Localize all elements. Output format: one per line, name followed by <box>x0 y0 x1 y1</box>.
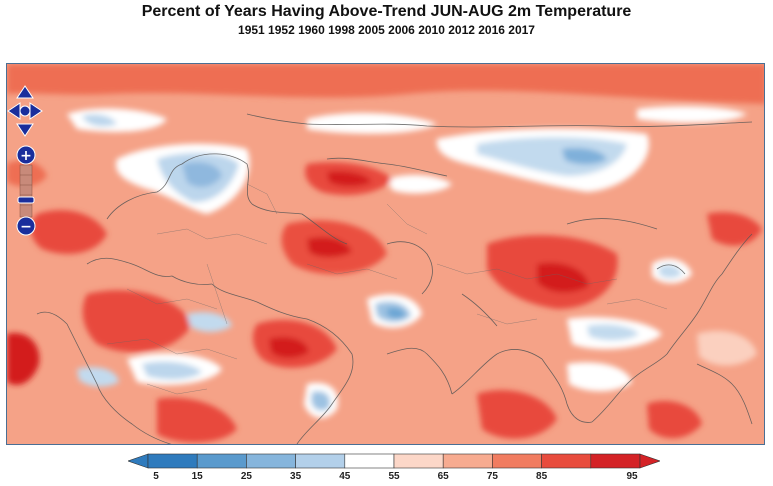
colorbar-segment <box>442 453 493 469</box>
colorbar-segment <box>196 453 247 469</box>
pan-control <box>7 85 43 137</box>
years-subtitle: 1951 1952 1960 1998 2005 2006 2010 2012 … <box>238 23 535 37</box>
colorbar-tick-label: 95 <box>626 471 638 482</box>
colorbar-tick-label: 85 <box>536 471 548 482</box>
colorbar-segment <box>393 453 444 469</box>
colorbar-tick-label: 55 <box>388 471 400 482</box>
zoom-out-label: − <box>20 219 32 235</box>
colorbar-segment <box>246 453 296 469</box>
pan-center-icon <box>19 105 31 117</box>
colorbar-tick-label: 35 <box>290 471 302 482</box>
map-canvas <box>7 64 764 444</box>
colorbar-tick-label: 25 <box>240 471 252 482</box>
pan-down-button[interactable] <box>16 123 34 137</box>
zoom-in-label: + <box>20 148 32 164</box>
zoom-in-button[interactable]: + <box>16 145 36 165</box>
colorbar-tick-label: 45 <box>339 471 351 482</box>
pan-left-button[interactable] <box>7 102 21 120</box>
pan-right-button[interactable] <box>29 102 43 120</box>
colorbar-segment <box>344 453 395 469</box>
temperature-map[interactable] <box>6 63 765 445</box>
coastlines <box>36 113 753 444</box>
country-borders <box>106 183 668 395</box>
colorbar-tick-label: 75 <box>486 471 498 482</box>
colorbar-tick-label: 65 <box>437 471 449 482</box>
zoom-slider-handle[interactable] <box>17 196 35 204</box>
colorbar-legend: 5 15 25 35 45 55 65 75 85 95 <box>127 452 661 486</box>
zoom-slider-track[interactable] <box>19 164 33 218</box>
colorbar-segment <box>590 453 641 469</box>
colorbar-segment <box>541 453 592 469</box>
map-title: Percent of Years Having Above-Trend JUN-… <box>141 3 632 20</box>
colorbar-high-arrow <box>639 453 661 469</box>
colorbar-tick-label: 5 <box>153 471 159 482</box>
temperature-field <box>7 64 764 443</box>
zoom-out-button[interactable]: − <box>16 216 36 236</box>
colorbar <box>127 453 661 469</box>
colorbar-tick-label: 15 <box>191 471 203 482</box>
pan-up-button[interactable] <box>16 85 34 99</box>
zoom-control: + − <box>16 145 36 236</box>
colorbar-segment <box>295 453 346 469</box>
colorbar-segment <box>492 453 542 469</box>
colorbar-low-arrow <box>127 453 149 469</box>
colorbar-segment <box>147 453 198 469</box>
